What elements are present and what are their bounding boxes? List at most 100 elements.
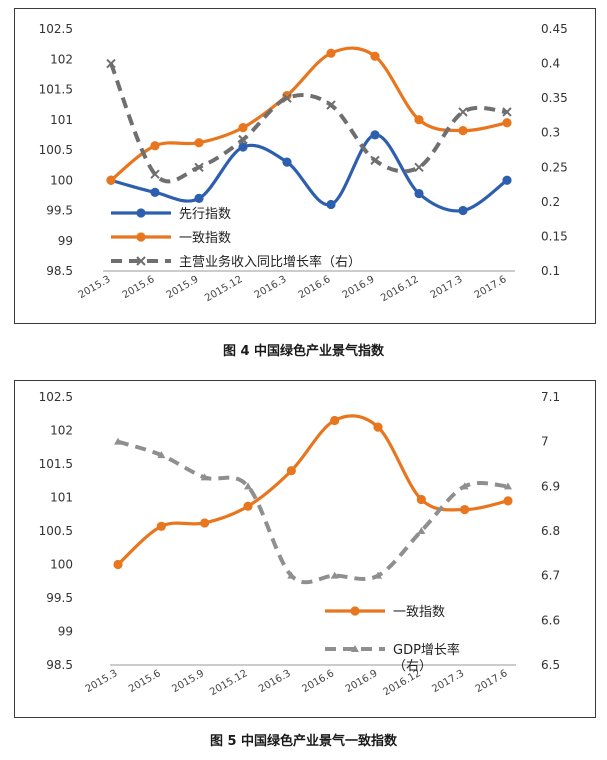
- x-axis-tick-label: 2016.9: [341, 274, 377, 301]
- series-0-point: [503, 496, 513, 506]
- right-axis-tick-label: 7.1: [541, 390, 560, 404]
- left-axis-tick-label: 102.5: [39, 22, 73, 36]
- left-axis-tick-label: 100: [50, 173, 73, 187]
- series-0-point: [194, 193, 204, 203]
- series-1-point: [460, 482, 469, 490]
- chart-4-frame: 98.5 99 99.5 100 100.5 101 101.5 102 102.5 0.1 0.1…: [14, 8, 596, 324]
- right-axis-tick-label: 0.25: [541, 160, 568, 174]
- chart-4-caption: 图 4 中国绿色产业景气指数: [222, 344, 385, 359]
- series-1-point: [370, 51, 380, 61]
- x-axis-tick-label: 2015.9: [165, 274, 201, 301]
- series-0-point: [200, 518, 210, 528]
- series-1-point: [106, 175, 116, 185]
- series-1-point: [194, 138, 204, 148]
- legend-2-marker: [136, 256, 146, 266]
- series-0-point: [502, 175, 512, 185]
- x-axis-tick-label: 2016.3: [253, 274, 289, 301]
- right-axis-tick-label: 0.2: [541, 195, 560, 209]
- series-0-point: [460, 504, 470, 515]
- x-axis-tick-label: 2015.3: [77, 274, 113, 301]
- right-axis-tick-label: 6.8: [541, 524, 560, 538]
- series-0-point: [286, 466, 296, 476]
- series-1-point: [504, 482, 512, 490]
- series-0-point: [370, 130, 380, 140]
- series-2-line: [109, 62, 508, 184]
- series-0-point: [416, 494, 426, 505]
- left-axis-tick-label: 101.5: [39, 83, 73, 97]
- series-1-point: [157, 451, 166, 459]
- series-0-point: [414, 188, 424, 199]
- legend-1-marker: [351, 645, 359, 652]
- series-0-line: [109, 133, 509, 213]
- x-axis-tick-label: 2016.12: [379, 274, 420, 304]
- series-0-point: [282, 157, 292, 167]
- x-axis-tick-label: 2017.6: [474, 668, 510, 695]
- left-axis-tick-label: 100.5: [39, 143, 73, 157]
- chart-4-svg: 98.5 99 99.5 100 100.5 101 101.5 102 102.5 0.1 0.1…: [39, 22, 568, 304]
- left-axis-tick-label: 98.5: [46, 658, 73, 672]
- left-axis-tick-label: 102: [50, 52, 73, 66]
- series-2-point: [326, 100, 336, 110]
- series-2-point: [150, 169, 160, 179]
- chart-5-svg: 98.5 99 99.5 100 100.5 101 101.5 102 102.5 6.5 6.6…: [39, 390, 560, 698]
- left-axis-tick-label: 101: [50, 491, 73, 505]
- series-2-point: [502, 107, 512, 117]
- right-axis-tick-label: 7: [541, 435, 549, 449]
- chart-5-frame: 98.5 99 99.5 100 100.5 101 101.5 102 102.5 6.5 6.6…: [14, 380, 596, 718]
- series-1-point: [238, 123, 248, 133]
- series-1-point: [200, 473, 209, 481]
- series-1-point: [414, 115, 424, 125]
- x-axis-tick-label: 2017.3: [430, 668, 466, 695]
- left-axis-tick-label: 100: [50, 558, 73, 572]
- left-axis-tick-label: 101: [50, 113, 73, 127]
- series-0-point: [326, 199, 336, 210]
- series-1-point: [502, 118, 512, 128]
- series-2-point: [414, 162, 424, 172]
- legend-0-label: 一致指数: [393, 605, 445, 620]
- right-axis-tick-label: 6.6: [541, 613, 560, 627]
- x-axis-tick-label: 2016.9: [344, 668, 380, 695]
- series-2-point: [238, 134, 248, 145]
- series-2-point: [106, 58, 116, 69]
- legend-0-marker: [350, 606, 360, 616]
- series-0-point: [330, 415, 340, 426]
- x-axis-tick-label: 2015.6: [121, 274, 157, 301]
- x-axis-tick-label: 2016.3: [257, 668, 293, 695]
- right-axis-tick-label: 0.15: [541, 229, 568, 243]
- series-1-point: [244, 482, 252, 490]
- legend-1-marker: [136, 232, 146, 242]
- series-1-point: [114, 437, 122, 445]
- left-axis-tick-label: 102.5: [39, 390, 73, 404]
- series-0-line: [116, 414, 510, 567]
- legend-2-label: 主营业务收入同比增长率（右）: [179, 254, 361, 270]
- legend-0-label: 先行指数: [179, 207, 231, 222]
- series-1-point: [287, 571, 296, 579]
- series-1-line: [109, 46, 509, 182]
- series-2-point: [194, 162, 204, 172]
- series-1-point: [417, 527, 426, 534]
- series-0-point: [150, 187, 160, 197]
- left-axis-tick-label: 99: [58, 625, 73, 639]
- series-1-point: [374, 571, 382, 579]
- right-axis-tick-label: 6.7: [541, 569, 560, 583]
- series-1-point: [326, 48, 336, 58]
- x-axis-tick-label: 2017.6: [473, 274, 509, 301]
- left-axis-tick-label: 99.5: [46, 204, 73, 218]
- left-axis-tick-label: 101.5: [39, 457, 73, 471]
- series-1-point: [458, 126, 468, 136]
- series-1-point: [330, 571, 339, 579]
- series-1-point: [150, 141, 160, 151]
- left-axis-tick-label: 99.5: [46, 591, 73, 605]
- chart-5-caption: 图 5 中国绿色产业景气一致指数: [209, 734, 398, 749]
- left-axis-tick-label: 102: [50, 424, 73, 438]
- right-axis-tick-label: 6.9: [541, 479, 560, 493]
- series-0-point: [238, 142, 248, 152]
- legend-1-label: 一致指数: [179, 231, 231, 246]
- x-axis-tick-label: 2015.12: [203, 274, 244, 304]
- right-axis-tick-label: 0.35: [541, 91, 568, 105]
- x-axis-tick-label: 2017.3: [429, 274, 465, 301]
- series-1-line: [117, 439, 509, 585]
- right-axis-tick-label: 6.5: [541, 658, 560, 672]
- right-axis-tick-label: 0.3: [541, 126, 560, 140]
- series-0-point: [156, 521, 166, 531]
